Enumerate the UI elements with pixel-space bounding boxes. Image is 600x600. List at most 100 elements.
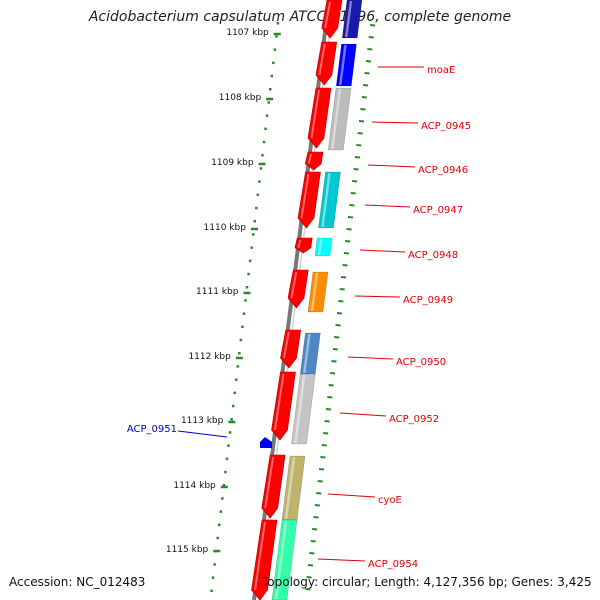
track-tick	[347, 216, 354, 219]
track-tick	[345, 240, 351, 243]
cog-block-shine	[321, 172, 331, 228]
gene-label: ACP_0949	[403, 295, 453, 306]
cog-block	[314, 237, 333, 257]
label-leader	[367, 164, 416, 168]
track-tick	[324, 420, 330, 423]
track-tick	[312, 528, 318, 531]
scale-label: 1110 kbp	[204, 223, 247, 233]
track-tick	[325, 408, 332, 411]
label-leader	[339, 412, 387, 417]
cog-block-shine	[274, 520, 288, 600]
track-tick	[367, 48, 373, 51]
track-tick	[363, 84, 369, 87]
cog-block-shine	[284, 456, 296, 520]
gene-arrow-shine	[254, 521, 266, 591]
label-leader	[327, 493, 376, 498]
gene-label: ACP_0946	[418, 165, 468, 176]
track-tick	[310, 540, 316, 543]
gene-arrow-shine	[307, 153, 312, 164]
cog-layer	[271, 0, 363, 600]
tick-layer	[210, 22, 376, 593]
gene-label: ACP_0954	[368, 559, 418, 570]
scale-label: 1111 kbp	[196, 287, 239, 297]
gene-arrow-shine	[297, 239, 302, 248]
cog-block-shine	[303, 333, 311, 374]
track-tick	[364, 72, 370, 75]
track-tick	[353, 168, 359, 171]
genome-stats-text: Topology: circular; Length: 4,127,356 bp…	[262, 575, 592, 589]
track-tick	[358, 120, 365, 123]
track-tick	[335, 324, 341, 327]
cog-block-shine	[294, 374, 306, 444]
gene-arrow	[321, 0, 343, 39]
gene-arrow-shine	[264, 456, 275, 509]
gene-arrow-shine	[283, 331, 290, 359]
cog-block	[299, 332, 321, 375]
label-layer: 1107 kbp 1108 kbp 1109 kbp 1110 kbp 1111 kbp…	[127, 28, 471, 570]
gene-arrow	[251, 519, 278, 600]
gene-label: ACP_0948	[408, 250, 458, 261]
track-tick	[313, 516, 319, 519]
track-tick	[331, 360, 337, 363]
track-tick	[352, 180, 358, 183]
track-tick	[309, 552, 315, 555]
label-leader	[347, 356, 394, 360]
scale-label: 1112 kbp	[188, 352, 231, 362]
track-tick	[361, 96, 367, 99]
track-tick	[360, 108, 366, 111]
label-leader	[317, 558, 366, 562]
cog-block	[291, 373, 316, 445]
scale-label: 1115 kbp	[166, 545, 209, 555]
track-tick	[306, 576, 312, 579]
scale-label: 1114 kbp	[173, 481, 216, 491]
scale-label: 1108 kbp	[219, 93, 262, 103]
gene-arrow-shine	[290, 271, 298, 299]
gene-arrow	[315, 41, 338, 86]
cog-block-shine	[317, 238, 323, 256]
track-tick	[338, 300, 344, 303]
label-leader	[177, 430, 228, 438]
gene-arrow	[297, 171, 321, 229]
gene-arrow	[271, 371, 296, 441]
cog-block	[335, 43, 357, 87]
track-tick	[328, 384, 334, 387]
track-tick	[357, 132, 363, 135]
gene-label: ACP_0950	[396, 357, 446, 368]
gene-arrow-shine	[324, 1, 331, 29]
label-leader	[354, 295, 401, 298]
track-tick	[334, 336, 340, 339]
scale-label: 1107 kbp	[226, 28, 269, 38]
track-tick	[320, 456, 326, 459]
track-tick	[317, 480, 323, 483]
cog-block-shine	[331, 88, 342, 150]
gene-label: ACP_0952	[389, 414, 439, 425]
gene-arrow	[280, 329, 302, 369]
scale-label: 1109 kbp	[211, 158, 254, 168]
gene-label: ACP_0951	[127, 424, 177, 435]
gene-layer	[251, 0, 343, 600]
track-tick	[329, 372, 336, 375]
gene-arrow	[261, 454, 286, 519]
label-leader	[371, 121, 419, 124]
cog-block	[327, 87, 352, 151]
track-tick	[368, 36, 374, 39]
gene-arrow-reverse	[260, 437, 272, 448]
track-tick	[365, 60, 372, 63]
cog-block-shine	[345, 0, 353, 38]
track-tick	[321, 444, 327, 447]
cog-block	[307, 271, 329, 313]
track-tick	[327, 396, 333, 399]
track-tick	[316, 492, 322, 495]
gene-arrow	[287, 269, 309, 309]
accession-text: Accession: NC_012483	[9, 575, 146, 589]
cog-block	[318, 171, 341, 229]
cog-block	[271, 519, 298, 600]
track-tick	[369, 24, 376, 27]
cog-block	[341, 0, 363, 39]
track-tick	[350, 192, 356, 195]
track-tick	[305, 588, 311, 591]
track-tick	[340, 276, 347, 279]
track-tick	[342, 264, 348, 267]
label-leader	[359, 249, 406, 253]
